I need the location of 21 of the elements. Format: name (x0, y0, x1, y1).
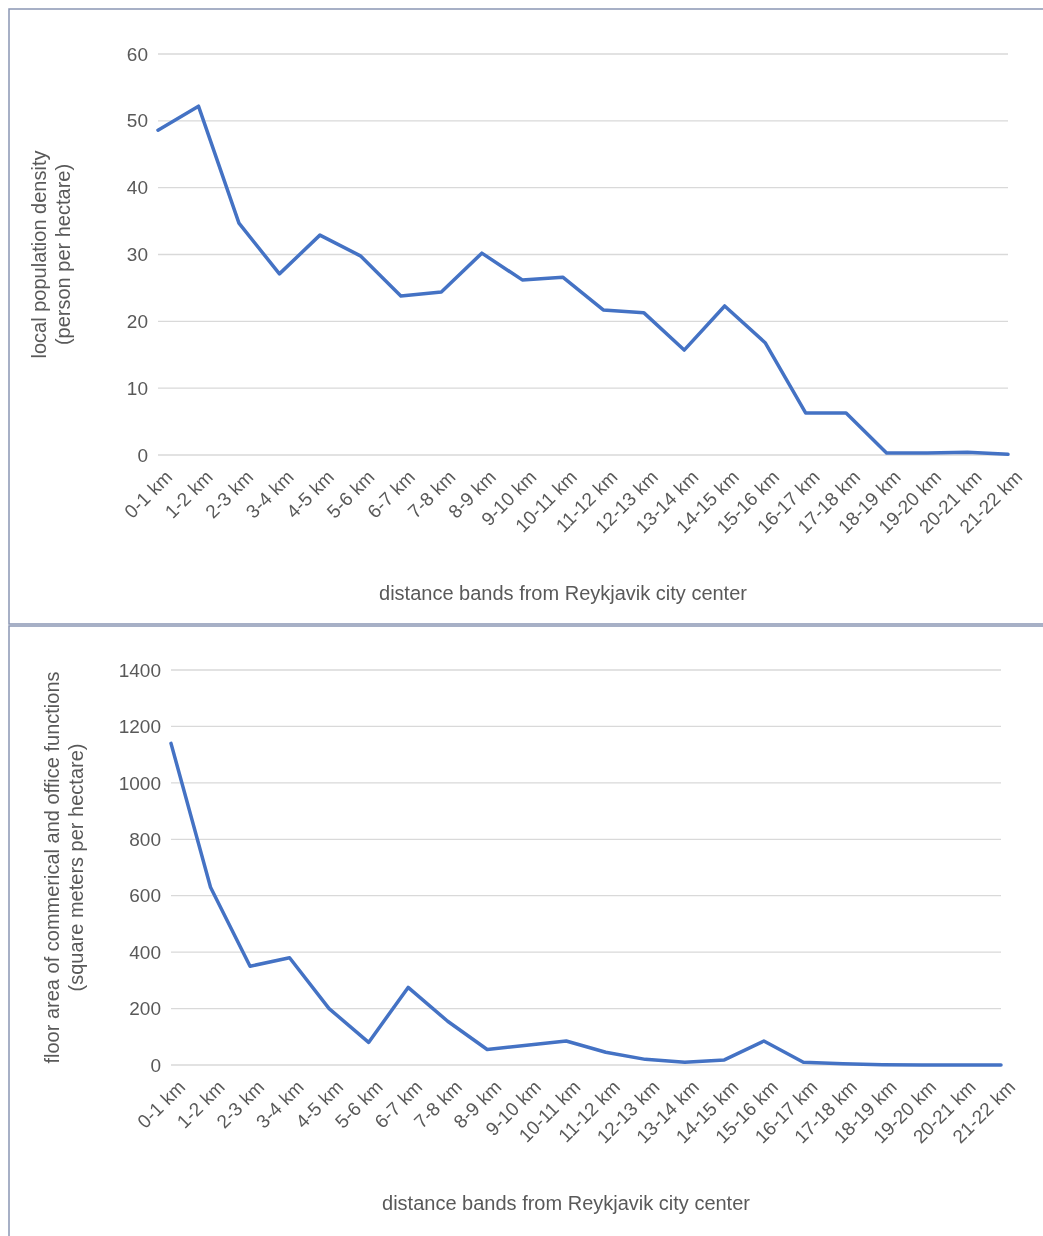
x-axis-title: distance bands from Reykjavik city center (379, 582, 748, 604)
y-tick-label: 1400 (118, 659, 161, 681)
y-axis-title: floor area of commerical and office functions (square meters per hectare) (41, 671, 87, 1064)
y-tick-label: 400 (129, 941, 161, 963)
y-tick-label: 800 (129, 828, 161, 850)
x-axis-title: distance bands from Reykjavik city center (382, 1192, 751, 1214)
y-tick-label: 60 (126, 43, 148, 65)
y-tick-label: 50 (126, 110, 148, 132)
y-tick-label: 1000 (118, 772, 161, 794)
y-tick-label: 10 (126, 377, 148, 399)
y-tick-label: 0 (137, 444, 148, 466)
line-series (156, 104, 1010, 457)
y-tick-label: 40 (126, 177, 148, 199)
y-tick-label: 20 (126, 310, 148, 332)
y-tick-label: 1200 (118, 716, 161, 738)
y-tick-label: 600 (129, 885, 161, 907)
y-tick-label: 30 (126, 244, 148, 266)
line-series (169, 741, 1003, 1067)
y-tick-label: 0 (150, 1054, 161, 1076)
y-tick-label: 200 (129, 998, 161, 1020)
y-axis-title: local population density (person per hectare) (28, 150, 74, 359)
